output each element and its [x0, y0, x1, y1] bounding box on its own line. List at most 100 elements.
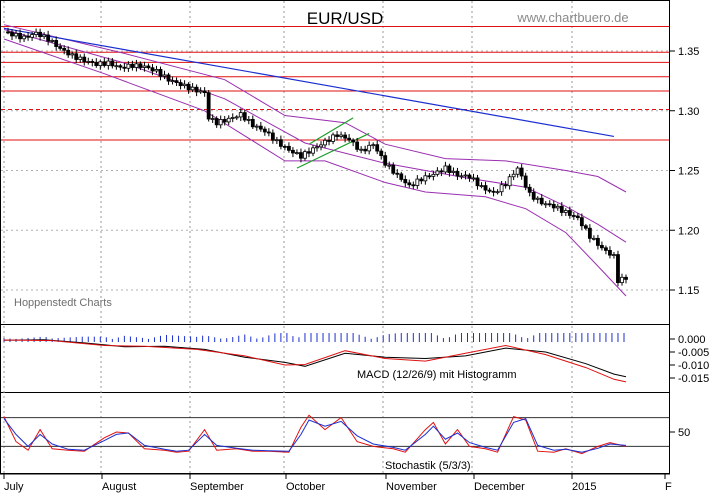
candle-body: [106, 60, 111, 66]
candle-body: [604, 247, 608, 251]
candle-body: [479, 185, 484, 188]
candle-body: [447, 165, 452, 173]
candle-body: [415, 178, 420, 186]
x-tick-label: July: [4, 481, 24, 493]
candle-body: [559, 205, 564, 213]
candle-body: [527, 186, 532, 193]
stochastic-line: [3, 417, 627, 453]
x-tick-label: 2015: [572, 481, 596, 493]
candle-body: [371, 144, 376, 147]
candle-body: [210, 118, 215, 120]
candle-body: [583, 225, 588, 229]
candle-body: [206, 92, 211, 120]
candle-body: [150, 67, 155, 72]
downtrend-line: [3, 27, 615, 138]
candle-body: [435, 170, 440, 175]
candle-body: [98, 61, 103, 66]
x-tick-label: November: [386, 481, 437, 493]
candle-body: [62, 47, 67, 51]
candle-body: [483, 185, 488, 191]
candle-body: [18, 32, 22, 40]
candle-body: [299, 152, 303, 159]
candle-body: [487, 189, 492, 192]
y-tick-labels: 1.35 1.30 1.25 1.20 1.15 0.000-0.005-0.010-0.…: [670, 46, 709, 439]
candle-body: [102, 61, 107, 66]
macd-label: MACD (12/26/9) mit Histogramm: [357, 369, 517, 381]
candle-body: [403, 179, 408, 184]
candle-body: [591, 237, 596, 240]
candle-body: [499, 184, 504, 193]
macd-histogram: [3, 333, 625, 342]
candle-body: [323, 139, 327, 146]
x-tick-label: October: [286, 481, 325, 493]
price-y-tick-label: 1.20: [678, 225, 699, 237]
candle-body: [339, 134, 343, 137]
candle-body: [38, 31, 43, 38]
candle-body: [238, 112, 243, 118]
candle-body: [86, 61, 91, 63]
candle-body: [126, 63, 131, 69]
candle-body: [222, 119, 227, 123]
candle-body: [214, 118, 219, 126]
watermark-text: www.chartbuero.de: [516, 10, 628, 25]
macd-line: [3, 339, 627, 383]
candle-body: [182, 83, 187, 87]
chart-title: EUR/USD: [307, 9, 384, 28]
channel-upper-line: [308, 117, 354, 145]
candle-body: [475, 177, 480, 187]
candle-body: [471, 177, 476, 180]
candle-body: [190, 86, 195, 91]
candle-body: [118, 65, 123, 68]
candle-body: [515, 167, 520, 175]
candle-body: [291, 149, 295, 154]
candle-body: [531, 191, 536, 200]
candle-body: [443, 165, 448, 173]
candle-body: [162, 74, 167, 77]
trendlines: [3, 27, 615, 169]
candle-body: [114, 65, 119, 68]
candle-body: [30, 34, 34, 38]
candle-body: [74, 53, 79, 60]
candle-body: [411, 184, 416, 187]
candle-body: [567, 210, 572, 216]
candle-body: [511, 173, 516, 178]
candle-body: [555, 205, 560, 209]
candle-body: [319, 144, 323, 148]
candle-body: [491, 190, 496, 193]
price-y-tick-label: 1.25: [678, 166, 699, 178]
candle-body: [82, 56, 87, 63]
candle-body: [122, 66, 127, 69]
candle-body: [138, 63, 143, 68]
bollinger-middle-line: [3, 29, 627, 243]
candle-body: [90, 61, 95, 63]
candle-body: [158, 69, 163, 77]
stochastic-lines: [1, 414, 669, 455]
candle-body: [42, 34, 47, 38]
candle-body: [46, 34, 51, 42]
candle-body: [66, 49, 71, 56]
candle-body: [407, 182, 412, 186]
candle-body: [202, 90, 207, 94]
candle-body: [463, 174, 468, 177]
candle-body: [600, 245, 604, 249]
candle-body: [174, 80, 179, 83]
candle-body: [6, 31, 10, 34]
candle-body: [547, 203, 552, 206]
candle-body: [234, 116, 239, 119]
candle-body: [608, 249, 612, 256]
candle-body: [246, 119, 251, 121]
candle-body: [596, 237, 600, 246]
x-tick-label: December: [474, 481, 525, 493]
candle-body: [331, 134, 335, 142]
source-note: Hoppenstedt Charts: [14, 297, 112, 309]
candle-body: [262, 128, 267, 133]
candle-body: [287, 145, 291, 151]
price-y-tick-label: 1.30: [678, 106, 699, 118]
candle-body: [58, 46, 63, 49]
candle-body: [551, 203, 556, 209]
candle-body: [258, 125, 263, 130]
candle-body: [363, 148, 368, 152]
candle-body: [427, 175, 432, 178]
x-tick-label: September: [190, 481, 244, 493]
candle-body: [455, 170, 460, 177]
